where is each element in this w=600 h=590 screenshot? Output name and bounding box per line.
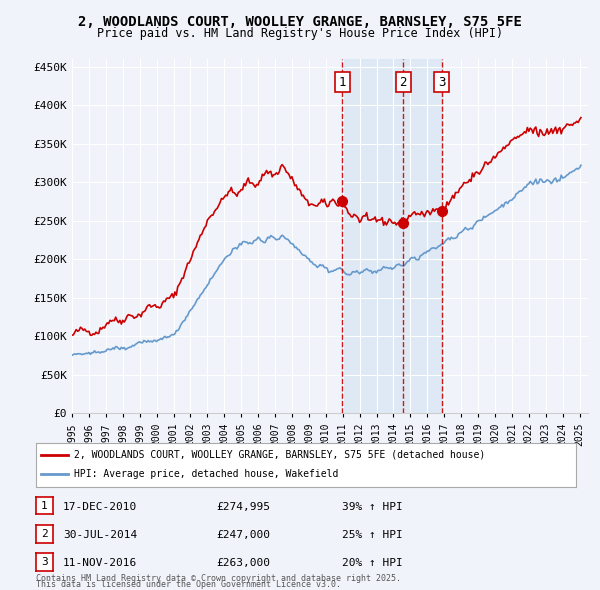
Text: Price paid vs. HM Land Registry's House Price Index (HPI): Price paid vs. HM Land Registry's House …	[97, 27, 503, 40]
Text: 25% ↑ HPI: 25% ↑ HPI	[342, 530, 403, 540]
Text: HPI: Average price, detached house, Wakefield: HPI: Average price, detached house, Wake…	[74, 470, 338, 479]
Text: 2, WOODLANDS COURT, WOOLLEY GRANGE, BARNSLEY, S75 5FE: 2, WOODLANDS COURT, WOOLLEY GRANGE, BARN…	[78, 15, 522, 29]
Text: 11-NOV-2016: 11-NOV-2016	[63, 559, 137, 568]
Text: 17-DEC-2010: 17-DEC-2010	[63, 502, 137, 512]
Text: 20% ↑ HPI: 20% ↑ HPI	[342, 559, 403, 568]
Text: £247,000: £247,000	[216, 530, 270, 540]
Text: 30-JUL-2014: 30-JUL-2014	[63, 530, 137, 540]
Text: £263,000: £263,000	[216, 559, 270, 568]
Text: 39% ↑ HPI: 39% ↑ HPI	[342, 502, 403, 512]
Text: 2, WOODLANDS COURT, WOOLLEY GRANGE, BARNSLEY, S75 5FE (detached house): 2, WOODLANDS COURT, WOOLLEY GRANGE, BARN…	[74, 450, 485, 460]
Text: 3: 3	[438, 76, 446, 88]
Text: Contains HM Land Registry data © Crown copyright and database right 2025.: Contains HM Land Registry data © Crown c…	[36, 574, 401, 583]
Text: £274,995: £274,995	[216, 502, 270, 512]
Text: 2: 2	[400, 76, 407, 88]
Text: 1: 1	[41, 501, 48, 510]
Text: 2: 2	[41, 529, 48, 539]
Bar	[342, 59, 442, 413]
Text: This data is licensed under the Open Government Licence v3.0.: This data is licensed under the Open Gov…	[36, 580, 341, 589]
Text: 3: 3	[41, 558, 48, 567]
Text: 1: 1	[338, 76, 346, 88]
